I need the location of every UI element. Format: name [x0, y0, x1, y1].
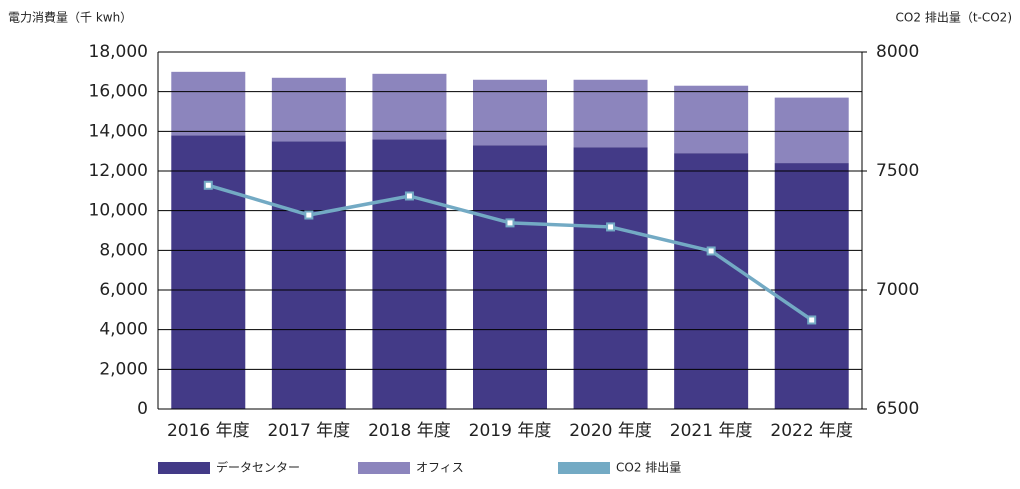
- bar: [674, 85, 749, 154]
- y-axis-title: 電力消費量（千 kwh）: [8, 10, 132, 25]
- x-tick-label: 2016 年度: [167, 421, 250, 441]
- y-tick-label: 10,000: [89, 201, 148, 221]
- legend-label: データセンター: [216, 460, 300, 475]
- x-tick-label: 2021 年度: [670, 421, 753, 441]
- legend-swatch: [558, 462, 610, 474]
- bar: [573, 147, 648, 409]
- bar: [372, 139, 447, 409]
- x-tick-label: 2018 年度: [368, 421, 451, 441]
- bar: [674, 153, 749, 409]
- bar: [774, 163, 849, 409]
- line-marker: [706, 246, 716, 256]
- line-marker: [505, 218, 515, 228]
- legend-swatch: [158, 462, 210, 474]
- x-tick-label: 2019 年度: [469, 421, 552, 441]
- y-tick-label: 12,000: [89, 161, 148, 181]
- y-tick-label: 6,000: [99, 280, 148, 300]
- y-tick-label: 0: [137, 399, 148, 419]
- bar: [171, 135, 246, 410]
- bar: [372, 73, 447, 140]
- bar: [774, 97, 849, 164]
- bar: [271, 77, 346, 142]
- line-marker: [404, 191, 414, 201]
- y-tick-label: 4,000: [99, 320, 148, 340]
- bar: [271, 141, 346, 409]
- line-marker: [606, 222, 616, 232]
- y-tick-label: 8,000: [99, 240, 148, 260]
- y2-tick-label: 6500: [876, 399, 919, 419]
- y-tick-label: 18,000: [89, 42, 148, 62]
- y2-tick-label: 7000: [876, 280, 919, 300]
- bar: [473, 79, 547, 146]
- y2-tick-label: 8000: [876, 42, 919, 62]
- y2-axis-title: CO2 排出量（t-CO2): [896, 11, 1012, 25]
- y-tick-label: 16,000: [89, 82, 148, 102]
- legend-swatch: [358, 462, 410, 474]
- x-tick-label: 2022 年度: [770, 421, 853, 441]
- bar: [171, 71, 246, 136]
- line-marker: [203, 180, 213, 190]
- bar: [473, 145, 547, 409]
- y2-tick-label: 7500: [876, 161, 919, 181]
- y-tick-label: 2,000: [99, 359, 148, 379]
- x-tick-label: 2020 年度: [569, 421, 652, 441]
- y-tick-label: 14,000: [89, 121, 148, 141]
- line-marker: [304, 210, 314, 220]
- x-tick-label: 2017 年度: [268, 421, 351, 441]
- legend-label: CO2 排出量: [616, 461, 681, 475]
- line-marker: [807, 315, 817, 325]
- bar: [573, 79, 648, 148]
- legend-label: オフィス: [416, 461, 464, 475]
